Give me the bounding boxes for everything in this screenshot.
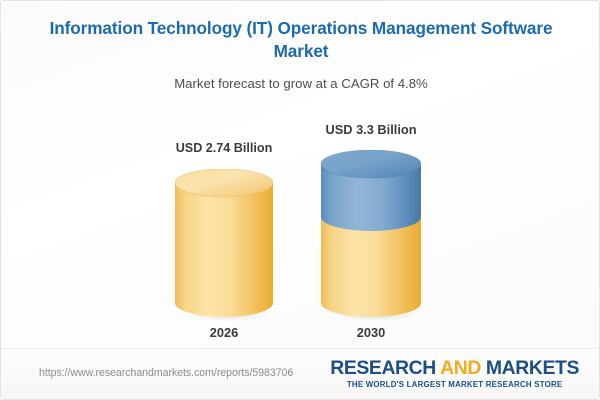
bar-value-label-2030: USD 3.3 Billion [325,122,417,137]
bar-top-rim-2030 [321,150,421,179]
chart-subtitle: Market forecast to grow at a CAGR of 4.8… [174,76,428,91]
bar-top-2030 [321,150,421,178]
page-title: Information Technology (IT) Operations M… [49,18,553,61]
research-and-markets-logo[interactable]: RESEARCH AND MARKETS THE WORLD'S LARGEST… [330,358,579,390]
bar-cylinder-2026[interactable] [175,169,273,321]
bar-body-base-2030 [321,217,421,317]
logo-word-markets: MARKETS [480,357,579,379]
logo-tagline: THE WORLD'S LARGEST MARKET RESEARCH STOR… [346,380,563,389]
bar-category-label-2030: 2030 [356,325,386,340]
report-url[interactable]: https://www.researchandmarkets.com/repor… [39,367,294,379]
logo-word-research: RESEARCH [330,357,441,379]
bar-cylinder-2030[interactable] [321,150,421,321]
bar-category-label-2026: 2026 [209,325,239,340]
bar-body-growth-2030 [321,164,421,231]
bar-top-2026 [175,169,273,197]
chart-plot-area: USD 2.74 Billion [1,1,599,351]
bar-body-2026 [175,183,273,317]
bar-value-label-2026: USD 2.74 Billion [175,141,273,155]
logo-wordmark: RESEARCH AND MARKETS [330,358,579,379]
chart-header: Information Technology (IT) Operations M… [1,17,599,92]
footer-bar: https://www.researchandmarkets.com/repor… [1,348,599,399]
logo-word-and: AND [440,357,481,379]
bar-top-rim-2026 [175,169,273,198]
